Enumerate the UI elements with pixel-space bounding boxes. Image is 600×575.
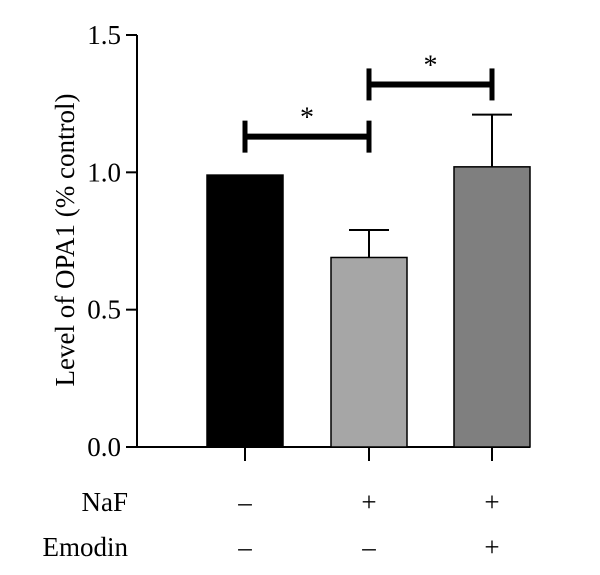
error-bars [349,113,512,258]
y-tick-label: 0.5 [87,295,121,325]
condition-sign: + [361,487,376,517]
significance-star: * [424,50,438,81]
condition-sign: + [484,487,499,517]
significance-brackets: ** [242,50,495,153]
y-axis-title: Level of OPA1 (% control) [50,94,80,387]
condition-sign: – [237,487,252,517]
bar [330,256,408,448]
bar [206,174,284,448]
bars [206,166,531,448]
significance-star: * [300,103,314,134]
condition-sign: – [361,532,376,562]
y-tick-label: 1.5 [87,20,121,50]
bar [453,166,531,448]
y-tick-label: 1.0 [87,157,121,187]
condition-label: Emodin [43,532,129,562]
condition-sign: – [237,532,252,562]
condition-table: NaF – + + Emodin – – + [43,487,500,562]
condition-sign: + [484,532,499,562]
condition-label: NaF [82,487,129,517]
y-axis: 0.0 0.5 1.0 1.5 [87,20,138,462]
y-tick-label: 0.0 [87,432,121,462]
x-axis [137,446,530,461]
